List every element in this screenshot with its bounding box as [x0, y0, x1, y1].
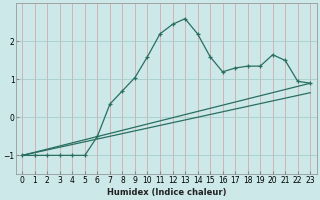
X-axis label: Humidex (Indice chaleur): Humidex (Indice chaleur): [107, 188, 226, 197]
